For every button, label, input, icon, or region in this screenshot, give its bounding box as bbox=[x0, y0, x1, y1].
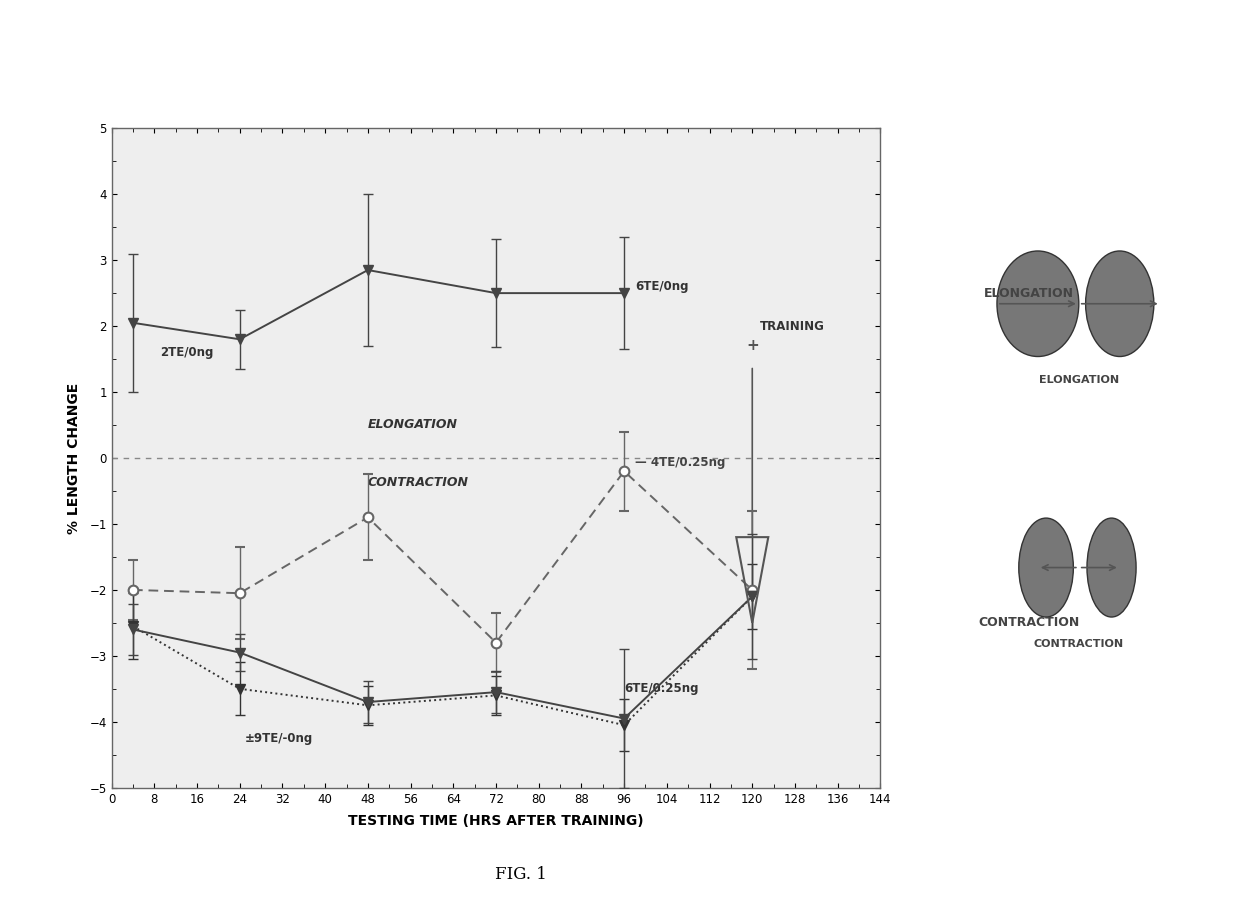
X-axis label: TESTING TIME (HRS AFTER TRAINING): TESTING TIME (HRS AFTER TRAINING) bbox=[348, 814, 644, 828]
Ellipse shape bbox=[997, 251, 1079, 356]
Text: 6TE/0ng: 6TE/0ng bbox=[635, 279, 688, 293]
Text: CONTRACTION: CONTRACTION bbox=[978, 616, 1080, 629]
Text: 2TE/0ng: 2TE/0ng bbox=[160, 345, 213, 359]
Text: +: + bbox=[746, 338, 759, 354]
Text: ±9TE/-0ng: ±9TE/-0ng bbox=[246, 732, 314, 745]
Text: ELONGATION: ELONGATION bbox=[368, 419, 458, 431]
Ellipse shape bbox=[1087, 518, 1136, 617]
Text: CONTRACTION: CONTRACTION bbox=[1034, 638, 1123, 649]
Text: — 4TE/0.25ng: — 4TE/0.25ng bbox=[635, 456, 725, 469]
Text: ELONGATION: ELONGATION bbox=[985, 287, 1074, 300]
Text: CONTRACTION: CONTRACTION bbox=[368, 475, 469, 489]
Text: FIG. 1: FIG. 1 bbox=[495, 867, 547, 883]
Text: ELONGATION: ELONGATION bbox=[1039, 375, 1118, 385]
Text: 6TE/0.25ng: 6TE/0.25ng bbox=[624, 682, 698, 695]
Text: TRAINING: TRAINING bbox=[760, 320, 825, 333]
Ellipse shape bbox=[1086, 251, 1153, 356]
Y-axis label: % LENGTH CHANGE: % LENGTH CHANGE bbox=[67, 382, 81, 534]
Ellipse shape bbox=[1019, 518, 1074, 617]
